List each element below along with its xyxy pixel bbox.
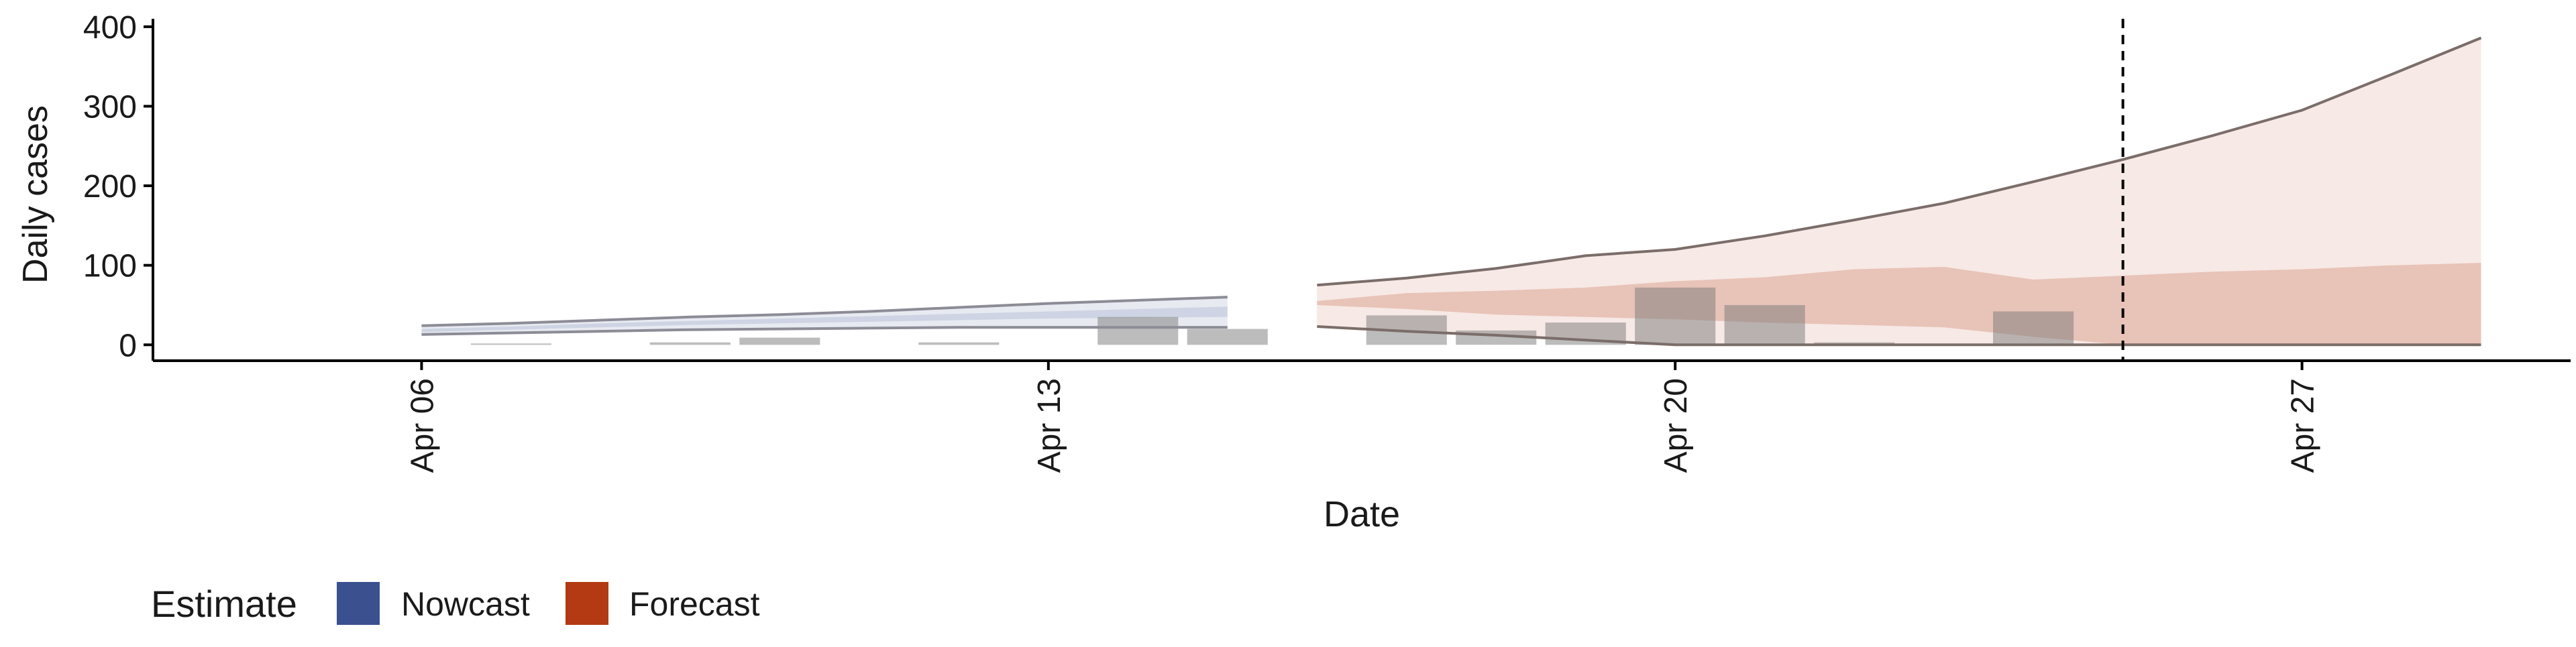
- y-axis-title: Daily cases: [16, 105, 55, 284]
- observed-bar-2020-04-21: [1724, 305, 1805, 345]
- axes: 0 100 200 300 400 Apr 06 Apr 13 Apr 20 Apr 27: [83, 10, 2571, 473]
- forecast-upper-90-line: [1317, 36, 2482, 287]
- observed-bar-2020-04-12: [918, 342, 1000, 345]
- x-axis-title: Date: [1324, 494, 1400, 534]
- axis-titles: Daily cases Date: [16, 105, 1400, 534]
- y-tick-label-100: 100: [83, 249, 137, 284]
- legend-label-nowcast: Nowcast: [401, 585, 530, 623]
- nowcast-lower-90-line: [421, 326, 1228, 336]
- observed-bar-2020-04-09: [649, 342, 731, 345]
- forecast-band-50: [1317, 263, 2481, 345]
- observed-bar-2020-04-24: [1993, 311, 2074, 345]
- legend: Estimate Nowcast Forecast: [151, 582, 760, 625]
- observed-bar-2020-04-14: [1097, 316, 1179, 345]
- interval-lines: [421, 36, 2482, 347]
- y-tick-label-400: 400: [83, 10, 137, 46]
- forecast-lower-90-line: [1317, 325, 2481, 347]
- x-tick-label-2020-04-27: Apr 27: [2286, 378, 2321, 473]
- legend-title: Estimate: [151, 583, 297, 625]
- observed-bar-2020-04-07: [470, 343, 551, 345]
- observed-bar-2020-04-20: [1635, 287, 1716, 345]
- uncertainty-bands: [421, 38, 2481, 345]
- forecast-band-90: [1317, 38, 2481, 345]
- legend-swatch-nowcast: [337, 582, 380, 625]
- x-tick-label-2020-04-20: Apr 20: [1658, 378, 1694, 473]
- x-tick-label-2020-04-13: Apr 13: [1032, 378, 1067, 473]
- nowcast-band-90: [421, 297, 1228, 335]
- y-tick-label-0: 0: [119, 328, 137, 363]
- legend-swatch-forecast: [566, 582, 608, 625]
- y-tick-label-200: 200: [83, 169, 137, 204]
- nowcast-band-50: [421, 306, 1228, 333]
- observed-bar-2020-04-15: [1187, 329, 1268, 345]
- y-tick-label-300: 300: [83, 89, 137, 125]
- nowcast-upper-90-line: [421, 296, 1228, 327]
- x-tick-label-2020-04-06: Apr 06: [405, 378, 440, 473]
- observed-bar-2020-04-10: [739, 337, 820, 345]
- legend-label-forecast: Forecast: [629, 585, 760, 623]
